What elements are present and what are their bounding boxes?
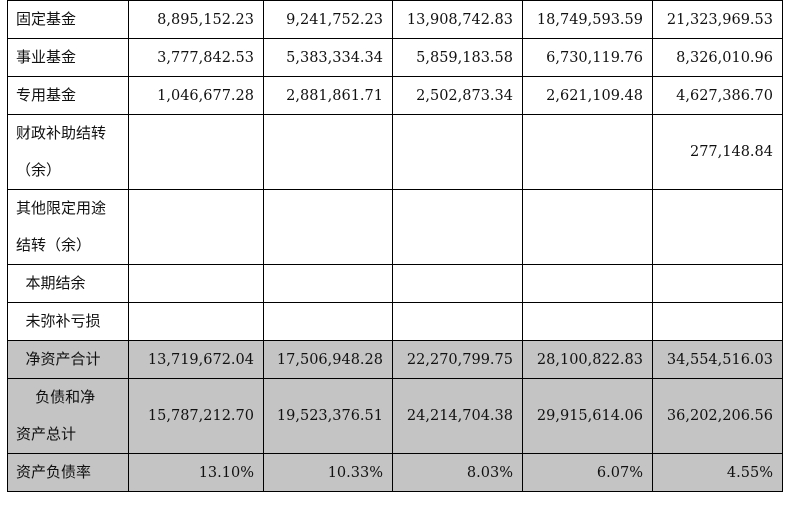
value-cell: 6.07% <box>522 453 653 492</box>
value-cell <box>652 302 783 341</box>
value-cell <box>392 114 523 190</box>
table-row: 本期结余 <box>7 264 783 303</box>
table-row: 固定基金 8,895,152.23 9,241,752.23 13,908,742.8… <box>7 0 783 39</box>
row-label-line: 资产总计 <box>16 425 77 443</box>
value-cell: 28,100,822.83 <box>522 340 653 379</box>
value-cell: 34,554,516.03 <box>652 340 783 379</box>
value-cell <box>128 264 264 303</box>
row-label: 财政补助结转 （余） <box>7 114 129 190</box>
value-cell: 18,749,593.59 <box>522 0 653 39</box>
table-row: 其他限定用途 结转（余） <box>7 189 783 265</box>
row-label: 专用基金 <box>7 76 129 115</box>
value-cell: 13,908,742.83 <box>392 0 523 39</box>
value-cell: 9,241,752.23 <box>263 0 393 39</box>
value-cell: 2,621,109.48 <box>522 76 653 115</box>
value-cell <box>128 189 264 265</box>
value-cell: 13.10% <box>128 453 264 492</box>
value-cell: 8.03% <box>392 453 523 492</box>
value-cell: 15,787,212.70 <box>128 378 264 454</box>
financial-table: 固定基金 8,895,152.23 9,241,752.23 13,908,742.8… <box>7 0 783 492</box>
value-cell: 24,214,704.38 <box>392 378 523 454</box>
row-label: 净资产合计 <box>7 340 129 379</box>
value-cell <box>263 189 393 265</box>
value-cell <box>392 189 523 265</box>
row-label-line: 固定基金 <box>16 10 77 28</box>
value-cell <box>392 264 523 303</box>
value-cell: 13,719,672.04 <box>128 340 264 379</box>
value-cell: 1,046,677.28 <box>128 76 264 115</box>
table-row: 财政补助结转 （余） 277,148.84 <box>7 114 783 190</box>
value-cell: 8,326,010.96 <box>652 38 783 77</box>
value-cell <box>128 114 264 190</box>
value-cell: 8,895,152.23 <box>128 0 264 39</box>
value-cell <box>652 189 783 265</box>
value-cell: 3,777,842.53 <box>128 38 264 77</box>
value-cell <box>522 302 653 341</box>
row-label-line: 负债和净 <box>16 388 96 406</box>
row-label-line: 事业基金 <box>16 48 77 66</box>
row-label: 负债和净 资产总计 <box>7 378 129 454</box>
value-cell <box>128 302 264 341</box>
table-row: 资产负债率 13.10% 10.33% 8.03% 6.07% 4.55% <box>7 453 783 492</box>
row-label: 固定基金 <box>7 0 129 39</box>
value-cell: 4.55% <box>652 453 783 492</box>
row-label-line: 专用基金 <box>16 86 77 104</box>
value-cell <box>392 302 523 341</box>
row-label: 本期结余 <box>7 264 129 303</box>
value-cell: 22,270,799.75 <box>392 340 523 379</box>
table-row: 事业基金 3,777,842.53 5,383,334.34 5,859,183.58… <box>7 38 783 77</box>
row-label-line: 未弥补亏损 <box>16 312 101 330</box>
value-cell <box>263 264 393 303</box>
value-cell <box>522 189 653 265</box>
row-label-line: 净资产合计 <box>16 350 101 368</box>
value-cell: 17,506,948.28 <box>263 340 393 379</box>
table-body: 固定基金 8,895,152.23 9,241,752.23 13,908,742.8… <box>7 0 783 492</box>
value-cell <box>522 264 653 303</box>
value-cell <box>263 302 393 341</box>
value-cell: 4,627,386.70 <box>652 76 783 115</box>
row-label-line: 财政补助结转 <box>16 124 107 142</box>
row-label-line: 资产负债率 <box>16 463 92 481</box>
value-cell: 21,323,969.53 <box>652 0 783 39</box>
value-cell <box>522 114 653 190</box>
value-cell: 277,148.84 <box>652 114 783 190</box>
value-cell <box>652 264 783 303</box>
row-label-line: 本期结余 <box>16 274 86 292</box>
value-cell: 36,202,206.56 <box>652 378 783 454</box>
row-label: 资产负债率 <box>7 453 129 492</box>
table-container: 固定基金 8,895,152.23 9,241,752.23 13,908,742.8… <box>7 0 783 492</box>
row-label-line: （余） <box>16 161 62 179</box>
row-label-line: 结转（余） <box>16 236 92 254</box>
value-cell: 29,915,614.06 <box>522 378 653 454</box>
table-row: 负债和净 资产总计 15,787,212.70 19,523,376.51 24,214… <box>7 378 783 454</box>
value-cell: 19,523,376.51 <box>263 378 393 454</box>
row-label: 事业基金 <box>7 38 129 77</box>
table-row: 净资产合计 13,719,672.04 17,506,948.28 22,270,79… <box>7 340 783 379</box>
value-cell: 6,730,119.76 <box>522 38 653 77</box>
row-label: 未弥补亏损 <box>7 302 129 341</box>
value-cell: 2,502,873.34 <box>392 76 523 115</box>
row-label-line: 其他限定用途 <box>16 199 107 217</box>
value-cell: 5,859,183.58 <box>392 38 523 77</box>
value-cell <box>263 114 393 190</box>
value-cell: 2,881,861.71 <box>263 76 393 115</box>
value-cell: 10.33% <box>263 453 393 492</box>
row-label: 其他限定用途 结转（余） <box>7 189 129 265</box>
value-cell: 5,383,334.34 <box>263 38 393 77</box>
table-row: 专用基金 1,046,677.28 2,881,861.71 2,502,873.34… <box>7 76 783 115</box>
table-row: 未弥补亏损 <box>7 302 783 341</box>
